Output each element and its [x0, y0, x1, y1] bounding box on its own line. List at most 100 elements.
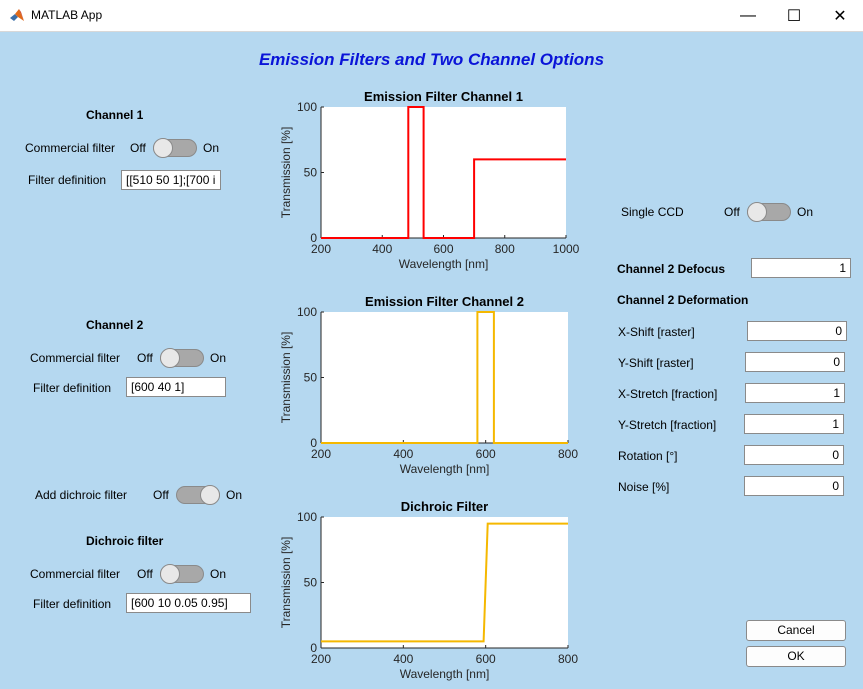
- x-tick-label: 600: [433, 242, 453, 256]
- y-tick-label: 50: [304, 371, 318, 385]
- close-icon: ✕: [833, 7, 847, 25]
- channel2-on-label: On: [210, 351, 227, 365]
- single-ccd-off-label: Off: [724, 205, 740, 219]
- y-tick-label: 100: [297, 510, 317, 524]
- channel2-filter-label: Filter definition: [33, 381, 112, 395]
- chart-title: Dichroic Filter: [401, 499, 488, 514]
- maximize-button[interactable]: ☐: [771, 0, 817, 31]
- x-tick-label: 600: [476, 652, 496, 666]
- y-tick-label: 0: [310, 436, 317, 450]
- x-tick-label: 400: [393, 652, 413, 666]
- rotation-label: Rotation [°]: [618, 449, 678, 463]
- y-tick-label: 0: [310, 641, 317, 655]
- dichroic-commercial-label: Commercial filter: [30, 567, 121, 581]
- x-shift-input[interactable]: 0: [747, 321, 847, 341]
- single-ccd-on-label: On: [797, 205, 814, 219]
- x-tick-label: 800: [558, 652, 578, 666]
- y-stretch-label: Y-Stretch [fraction]: [618, 418, 717, 432]
- dichroic-heading: Dichroic filter: [86, 534, 164, 548]
- add-dichroic-off-label: Off: [153, 488, 169, 502]
- emission-filter-channel2-chart: Emission Filter Channel 2 200 400 600 800 0 50…: [279, 294, 578, 476]
- single-ccd-toggle[interactable]: [747, 202, 791, 222]
- close-button[interactable]: ✕: [817, 0, 863, 31]
- x-tick-label: 600: [476, 447, 496, 461]
- y-shift-input[interactable]: 0: [745, 352, 845, 372]
- y-tick-label: 50: [304, 576, 318, 590]
- deformation-heading: Channel 2 Deformation: [617, 293, 749, 307]
- toggle-knob: [747, 202, 767, 222]
- channel1-heading: Channel 1: [86, 108, 144, 122]
- channel2-off-label: Off: [137, 351, 153, 365]
- x-tick-label: 200: [311, 652, 331, 666]
- x-tick-label: 200: [311, 447, 331, 461]
- single-ccd-label: Single CCD: [621, 205, 684, 219]
- defocus-input[interactable]: 1: [751, 258, 851, 278]
- chart-title: Emission Filter Channel 2: [365, 294, 524, 309]
- toggle-knob: [160, 348, 180, 368]
- channel1-off-label: Off: [130, 141, 146, 155]
- plot-area: [321, 312, 568, 443]
- noise-label: Noise [%]: [618, 480, 670, 494]
- plot-area: [321, 517, 568, 648]
- x-axis-label: Wavelength [nm]: [399, 257, 489, 271]
- chart-title: Emission Filter Channel 1: [364, 89, 523, 104]
- y-shift-label: Y-Shift [raster]: [618, 356, 694, 370]
- x-shift-label: X-Shift [raster]: [618, 325, 695, 339]
- cancel-button[interactable]: Cancel: [746, 620, 846, 641]
- ok-button[interactable]: OK: [746, 646, 846, 667]
- x-axis-label: Wavelength [nm]: [400, 667, 490, 681]
- channel1-commercial-toggle[interactable]: [153, 138, 197, 158]
- y-axis-label: Transmission [%]: [279, 127, 293, 219]
- y-axis-label: Transmission [%]: [279, 332, 293, 424]
- dichroic-filter-label: Filter definition: [33, 597, 112, 611]
- series-line: [321, 522, 568, 643]
- x-tick-label: 400: [393, 447, 413, 461]
- channel1-commercial-label: Commercial filter: [25, 141, 116, 155]
- toggle-knob: [160, 564, 180, 584]
- x-stretch-label: X-Stretch [fraction]: [618, 387, 718, 401]
- channel2-commercial-toggle[interactable]: [160, 348, 204, 368]
- channel2-filter-input[interactable]: [600 40 1]: [126, 377, 226, 397]
- channel2-heading: Channel 2: [86, 318, 144, 332]
- x-tick-label: 800: [558, 447, 578, 461]
- y-tick-label: 100: [297, 100, 317, 114]
- defocus-label: Channel 2 Defocus: [617, 262, 726, 276]
- minimize-icon: —: [740, 6, 756, 24]
- add-dichroic-toggle[interactable]: [176, 485, 220, 505]
- maximize-icon: ☐: [786, 7, 802, 25]
- x-tick-label: 400: [372, 242, 392, 256]
- y-stretch-input[interactable]: 1: [744, 414, 844, 434]
- x-tick-label: 1000: [553, 242, 580, 256]
- dichroic-commercial-toggle[interactable]: [160, 564, 204, 584]
- x-tick-label: 200: [311, 242, 331, 256]
- x-axis-label: Wavelength [nm]: [400, 462, 490, 476]
- page-title: Emission Filters and Two Channel Options: [258, 50, 605, 69]
- channel1-filter-label: Filter definition: [28, 173, 107, 187]
- dichroic-on-label: On: [210, 567, 227, 581]
- channel2-commercial-label: Commercial filter: [30, 351, 121, 365]
- toggle-knob: [200, 485, 220, 505]
- series-line: [321, 106, 566, 239]
- y-tick-label: 50: [304, 166, 318, 180]
- window-title: MATLAB App: [31, 8, 103, 22]
- noise-input[interactable]: 0: [744, 476, 844, 496]
- toggle-knob: [153, 138, 173, 158]
- minimize-button[interactable]: —: [725, 0, 771, 31]
- dichroic-filter-chart: Dichroic Filter 200 400 600 800 0 50 100 Wavelen…: [279, 499, 578, 681]
- y-tick-label: 100: [297, 305, 317, 319]
- x-stretch-input[interactable]: 1: [745, 383, 845, 403]
- window-titlebar: MATLAB App — ☐ ✕: [0, 0, 863, 32]
- rotation-input[interactable]: 0: [744, 445, 844, 465]
- add-dichroic-on-label: On: [226, 488, 243, 502]
- add-dichroic-label: Add dichroic filter: [35, 488, 128, 502]
- dichroic-filter-input[interactable]: [600 10 0.05 0.95]: [126, 593, 251, 613]
- series-line: [321, 311, 568, 444]
- y-axis-label: Transmission [%]: [279, 537, 293, 629]
- y-tick-label: 0: [310, 231, 317, 245]
- x-tick-label: 800: [495, 242, 515, 256]
- emission-filter-channel1-chart: Emission Filter Channel 1 200 400 600 800 100…: [279, 89, 580, 271]
- matlab-logo-icon: [10, 9, 24, 21]
- plot-area: [321, 107, 566, 238]
- dichroic-off-label: Off: [137, 567, 153, 581]
- channel1-filter-input[interactable]: [[510 50 1];[700 i: [121, 170, 221, 190]
